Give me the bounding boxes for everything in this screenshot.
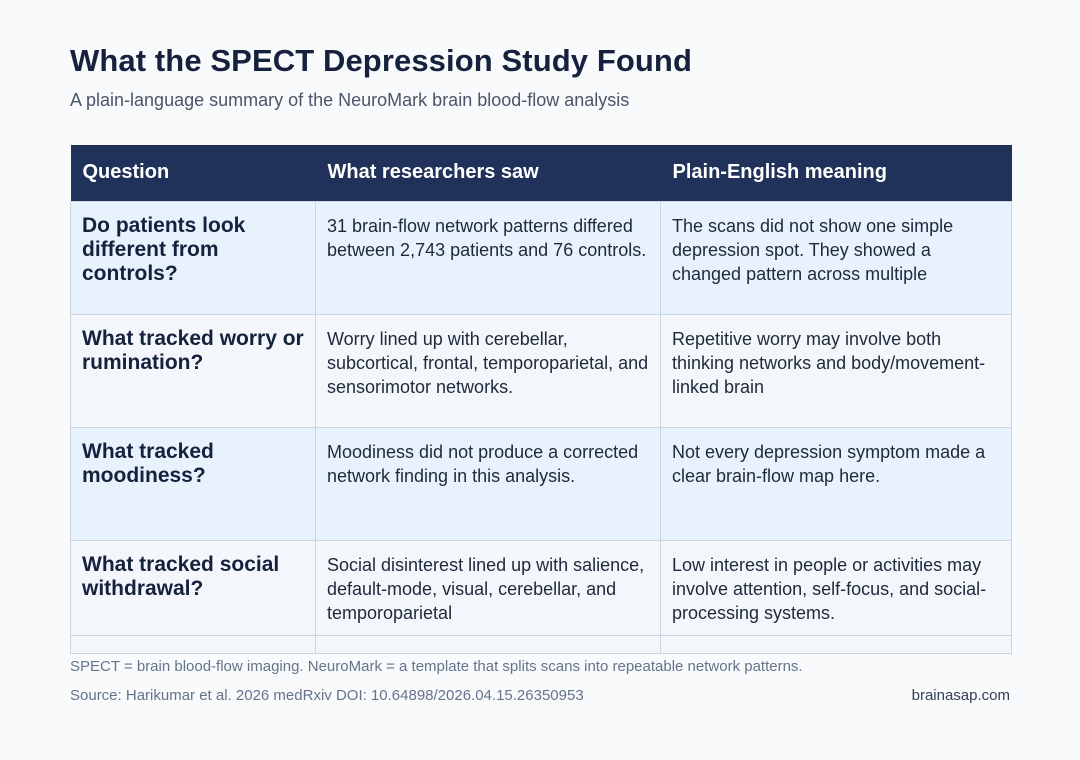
saw-text: Worry lined up with cerebellar, subcorti… [327, 328, 649, 397]
empty-cell [70, 634, 316, 654]
table-header-row: Question What researchers saw Plain-Engl… [70, 145, 1012, 201]
question-cell: What tracked moodiness? [70, 426, 316, 541]
empty-cell [660, 634, 1012, 654]
source-citation: Source: Harikumar et al. 2026 medRxiv DO… [70, 687, 584, 704]
saw-text: 31 brain-flow network patterns differed … [327, 215, 647, 260]
saw-cell: Worry lined up with cerebellar, subcorti… [315, 313, 661, 428]
site-credit: brainasap.com [911, 687, 1010, 704]
question-text: Do patients look different from controls… [82, 213, 246, 285]
meaning-cell: Not every depression symptom made a clea… [660, 426, 1012, 541]
question-text: What tracked social withdrawal? [82, 552, 280, 600]
table-row: What tracked moodiness? Moodiness did no… [70, 426, 1012, 541]
column-header-plain-meaning: Plain-English meaning [660, 145, 1012, 201]
table-row: What tracked worry or rumination? Worry … [70, 313, 1012, 428]
footnote: SPECT = brain blood-flow imaging. NeuroM… [70, 658, 803, 675]
question-text: What tracked worry or rumination? [82, 326, 304, 374]
page-title: What the SPECT Depression Study Found [70, 43, 693, 78]
meaning-cell: The scans did not show one simple depres… [660, 200, 1012, 315]
column-header-researchers-saw: What researchers saw [315, 145, 661, 201]
table-row-empty [70, 634, 1012, 654]
empty-cell [315, 634, 661, 654]
meaning-text: Low interest in people or activities may… [672, 554, 987, 623]
meaning-text: Not every depression symptom made a clea… [672, 441, 986, 486]
question-cell: Do patients look different from controls… [70, 200, 316, 315]
saw-text: Social disinterest lined up with salienc… [327, 554, 645, 623]
meaning-text: The scans did not show one simple depres… [672, 215, 954, 284]
saw-cell: Social disinterest lined up with salienc… [315, 539, 661, 636]
meaning-cell: Low interest in people or activities may… [660, 539, 1012, 636]
meaning-cell: Repetitive worry may involve both thinki… [660, 313, 1012, 428]
meaning-text: Repetitive worry may involve both thinki… [672, 328, 986, 397]
table-row: Do patients look different from controls… [70, 200, 1012, 315]
saw-cell: Moodiness did not produce a corrected ne… [315, 426, 661, 541]
table-row: What tracked social withdrawal? Social d… [70, 539, 1012, 636]
question-cell: What tracked social withdrawal? [70, 539, 316, 636]
saw-cell: 31 brain-flow network patterns differed … [315, 200, 661, 315]
findings-table: Question What researchers saw Plain-Engl… [70, 145, 1012, 654]
question-text: What tracked moodiness? [82, 439, 214, 487]
column-header-question: Question [70, 145, 316, 201]
question-cell: What tracked worry or rumination? [70, 313, 316, 428]
page-subtitle: A plain-language summary of the NeuroMar… [70, 90, 630, 110]
saw-text: Moodiness did not produce a corrected ne… [327, 441, 639, 486]
